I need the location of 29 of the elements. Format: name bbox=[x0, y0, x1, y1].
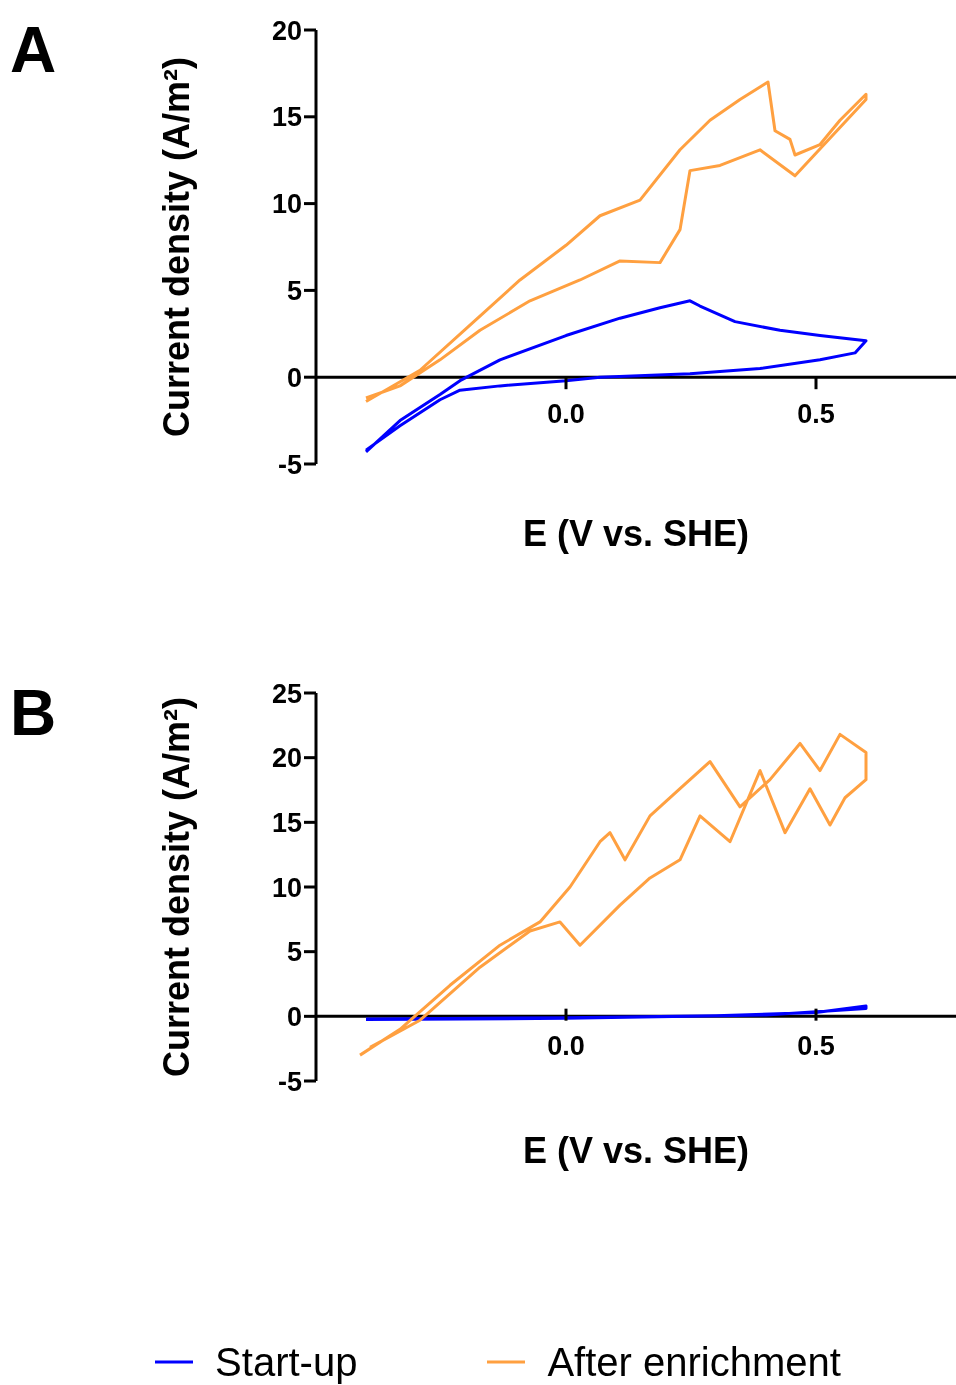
y-tick-label: -5 bbox=[277, 449, 302, 480]
y-tick-label: 5 bbox=[286, 937, 302, 968]
legend-label: After enrichment bbox=[547, 1339, 841, 1385]
y-axis-title: Current density (A/m²) bbox=[155, 56, 197, 438]
line-series bbox=[358, 732, 868, 1057]
legend-label: Start-up bbox=[215, 1339, 358, 1385]
line-series bbox=[364, 299, 868, 454]
y-tick-label: 20 bbox=[271, 743, 302, 774]
y-tick-label: -5 bbox=[277, 1066, 302, 1097]
x-tick-label: 0.0 bbox=[547, 399, 585, 430]
y-tick-label: 0 bbox=[286, 362, 302, 393]
y-axis-title: Current density (A/m²) bbox=[155, 696, 197, 1078]
y-tick-label: 25 bbox=[271, 678, 302, 709]
y-tick-label: 10 bbox=[271, 872, 302, 903]
y-tick-label: 10 bbox=[271, 189, 302, 220]
y-tick-label: 15 bbox=[271, 102, 302, 133]
y-tick-label: 5 bbox=[286, 275, 302, 306]
x-axis-title: E (V vs. SHE) bbox=[522, 513, 750, 554]
x-tick-label: 0.5 bbox=[797, 1030, 835, 1061]
y-tick-label: 0 bbox=[286, 1001, 302, 1032]
x-tick-label: 0.0 bbox=[547, 1030, 585, 1061]
x-tick-label: 0.5 bbox=[797, 399, 835, 430]
y-tick-label: 20 bbox=[271, 15, 302, 46]
chart-title: B bbox=[10, 677, 57, 749]
line-series bbox=[364, 80, 868, 403]
y-tick-label: 15 bbox=[271, 807, 302, 838]
x-axis-title: E (V vs. SHE) bbox=[522, 1130, 750, 1171]
line-series bbox=[364, 1004, 868, 1022]
chart-title: A bbox=[10, 14, 57, 86]
